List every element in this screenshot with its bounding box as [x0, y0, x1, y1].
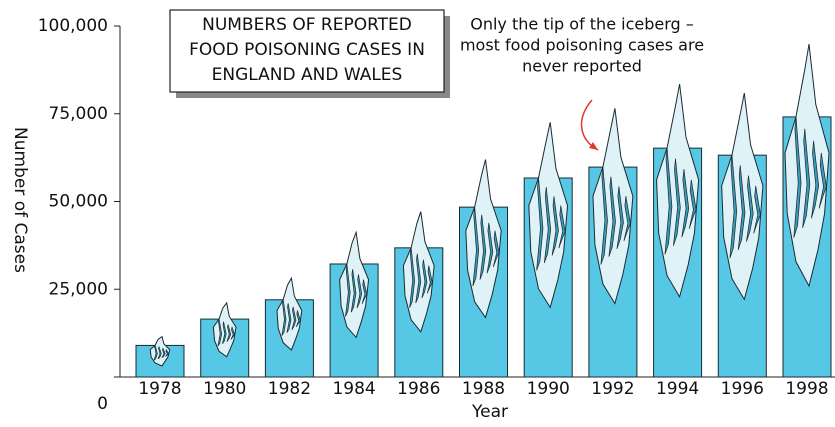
y-axis-label: Number of Cases	[10, 127, 30, 273]
x-tick-label: 1986	[397, 379, 440, 399]
x-tick-label: 1984	[332, 379, 375, 399]
chart-title: ENGLAND AND WALES	[212, 65, 403, 85]
annotation-arrowhead	[589, 142, 598, 150]
x-tick-label: 1992	[591, 379, 634, 399]
chart-title: NUMBERS OF REPORTED	[202, 15, 412, 35]
y-tick-label: 75,000	[49, 104, 108, 124]
y-tick-label: 0	[97, 394, 108, 414]
y-tick-label: 100,000	[38, 16, 108, 36]
chart: NUMBERS OF REPORTED FOOD POISONING CASES…	[0, 0, 835, 427]
chart-title: FOOD POISONING CASES IN	[189, 40, 425, 60]
x-tick-label: 1980	[203, 379, 246, 399]
y-tick-label: 50,000	[49, 192, 108, 212]
x-tick-label: 1996	[721, 379, 764, 399]
x-tick-label: 1988	[462, 379, 505, 399]
x-tick-label: 1978	[138, 379, 181, 399]
x-tick-label: 1990	[527, 379, 570, 399]
x-tick-label: 1994	[656, 379, 699, 399]
x-tick-label: 1998	[785, 379, 828, 399]
x-axis-label: Year	[471, 402, 508, 422]
y-tick-label: 25,000	[49, 279, 108, 299]
annotation: most food poisoning cases are	[460, 36, 704, 55]
annotation: never reported	[522, 57, 642, 76]
annotation-arrow	[582, 100, 598, 150]
x-tick-label: 1982	[268, 379, 311, 399]
annotation: Only the tip of the iceberg –	[470, 15, 694, 34]
